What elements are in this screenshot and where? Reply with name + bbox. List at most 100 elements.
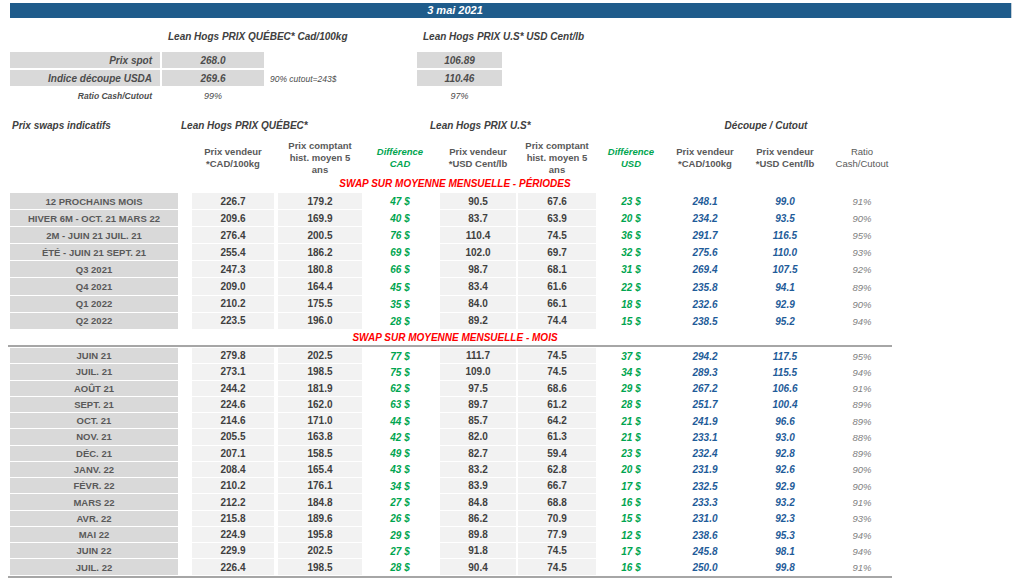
prix-spot-us-value: 106.89 <box>417 52 502 69</box>
row-label: JUIN 21 <box>10 348 178 364</box>
diff-cad-value: 26 $ <box>362 511 438 527</box>
cutout-cad-value: 235.8 <box>666 278 744 295</box>
hist-usd-value: 74.5 <box>518 543 596 559</box>
hist-usd-value: 62.8 <box>518 462 596 478</box>
diff-usd-value: 28 $ <box>596 397 666 413</box>
swap-row: NOV. 21205.5163.842 $82.061.321 $233.193… <box>10 429 900 445</box>
col-header-ratio: Ratio Cash/Cutout <box>824 138 900 178</box>
swap-row: Q3 2021247.3180.866 $98.768.131 $269.410… <box>10 261 900 278</box>
hist-usd-value: 61.3 <box>518 429 596 445</box>
row-label: JUIL. 21 <box>10 364 178 380</box>
ratio-value: 94% <box>824 527 900 543</box>
pv-cad-value: 208.4 <box>192 462 274 478</box>
cutout-group-header: Découpe / Cutout <box>690 120 842 131</box>
ratio-value: 91% <box>824 559 900 575</box>
cutout-usd-value: 93.5 <box>746 210 824 227</box>
hist-usd-value: 61.2 <box>518 397 596 413</box>
report-page: 3 mai 2021 Lean Hogs PRIX QUÉBEC* Cad/10… <box>0 0 1024 580</box>
cutout-usd-value: 92.3 <box>746 511 824 527</box>
row-label: Q3 2021 <box>10 261 178 278</box>
diff-cad-value: 69 $ <box>362 244 438 261</box>
cutout-usd-value: 92.9 <box>746 296 824 313</box>
cutout-cad-value: 245.8 <box>666 543 744 559</box>
row-label: OCT. 21 <box>10 413 178 429</box>
row-label: NOV. 21 <box>10 429 178 445</box>
summary-row-prix-spot: Prix spot 268.0 106.89 <box>0 52 1024 69</box>
pv-cad-value: 210.2 <box>192 478 274 494</box>
hist-usd-value: 70.9 <box>518 511 596 527</box>
pv-cad-value: 226.7 <box>192 193 274 210</box>
swap-row: Q4 2021209.0164.445 $83.461.622 $235.894… <box>10 278 900 295</box>
hist-usd-value: 74.5 <box>518 348 596 364</box>
diff-cad-value: 49 $ <box>362 446 438 462</box>
swaps-title: Prix swaps indicatifs <box>12 120 111 131</box>
mois-top-rule <box>8 345 892 347</box>
hist-cad-value: 176.1 <box>278 478 362 494</box>
ratio-value: 95% <box>824 227 900 244</box>
row-label: 12 PROCHAINS MOIS <box>10 193 178 210</box>
row-label: 2M - JUIN 21 JUIL. 21 <box>10 227 178 244</box>
hist-usd-value: 59.4 <box>518 446 596 462</box>
cutout-cad-value: 233.3 <box>666 494 744 510</box>
pv-usd-value: 86.2 <box>440 511 516 527</box>
table-bottom-rule <box>8 576 892 578</box>
col-header-hist-cad: Prix comptant hist. moyen 5 ans <box>278 138 362 178</box>
row-label: JUIL. 22 <box>10 559 178 575</box>
row-label: Q4 2021 <box>10 278 178 295</box>
hist-cad-value: 165.4 <box>278 462 362 478</box>
swap-row: JUIL. 21273.1198.575 $109.074.534 $289.3… <box>10 364 900 380</box>
diff-usd-value: 20 $ <box>596 210 666 227</box>
pv-cad-value: 279.8 <box>192 348 274 364</box>
diff-cad-value: 35 $ <box>362 296 438 313</box>
diff-usd-value: 21 $ <box>596 429 666 445</box>
row-label: FÉVR. 22 <box>10 478 178 494</box>
indice-decoupe-label: Indice découpe USDA <box>10 70 160 87</box>
cutout-cad-value: 289.3 <box>666 364 744 380</box>
diff-usd-value: 36 $ <box>596 227 666 244</box>
cutout-cad-value: 231.9 <box>666 462 744 478</box>
pv-usd-value: 84.0 <box>440 296 516 313</box>
row-label: SEPT. 21 <box>10 397 178 413</box>
diff-usd-value: 23 $ <box>596 446 666 462</box>
diff-usd-value: 12 $ <box>596 527 666 543</box>
row-label: DÉC. 21 <box>10 446 178 462</box>
summary-us-header: Lean Hogs PRIX U.S* USD Cent/lb <box>423 31 584 42</box>
cutout-cad-value: 232.6 <box>666 296 744 313</box>
ratio-value: 89% <box>824 397 900 413</box>
row-label: JANV. 22 <box>10 462 178 478</box>
cutout-cad-value: 231.0 <box>666 511 744 527</box>
swap-row: JUIN 22229.9202.527 $91.874.517 $245.898… <box>10 543 900 559</box>
ratio-value: 94% <box>824 543 900 559</box>
diff-cad-value: 75 $ <box>362 364 438 380</box>
ratio-value: 94% <box>824 313 900 330</box>
hist-cad-value: 162.0 <box>278 397 362 413</box>
hist-usd-value: 68.6 <box>518 381 596 397</box>
hist-cad-value: 200.5 <box>278 227 362 244</box>
swaps-us-group-header: Lean Hogs PRIX U.S* <box>430 120 531 131</box>
hist-cad-value: 202.5 <box>278 543 362 559</box>
hist-cad-value: 158.5 <box>278 446 362 462</box>
swap-row: OCT. 21214.6171.044 $85.764.221 $241.996… <box>10 413 900 429</box>
swap-row: DÉC. 21207.1158.549 $82.759.423 $232.492… <box>10 446 900 462</box>
hist-usd-value: 67.6 <box>518 193 596 210</box>
swaps-qc-group-header: Lean Hogs PRIX QUÉBEC* <box>181 120 308 131</box>
hist-cad-value: 175.5 <box>278 296 362 313</box>
row-label: ÉTÉ - JUIN 21 SEPT. 21 <box>10 244 178 261</box>
row-label: HIVER 6M - OCT. 21 MARS 22 <box>10 210 178 227</box>
prix-spot-qc-value: 268.0 <box>162 52 264 69</box>
ratio-value: 89% <box>824 278 900 295</box>
pv-cad-value: 276.4 <box>192 227 274 244</box>
diff-usd-value: 17 $ <box>596 543 666 559</box>
ratio-cash-cutout-label: Ratio Cash/Cutout <box>10 88 160 104</box>
pv-cad-value: 247.3 <box>192 261 274 278</box>
cutout-cad-value: 232.5 <box>666 478 744 494</box>
hist-usd-value: 66.1 <box>518 296 596 313</box>
hist-cad-value: 163.8 <box>278 429 362 445</box>
cutout-usd-value: 92.9 <box>746 478 824 494</box>
pv-cad-value: 224.9 <box>192 527 274 543</box>
diff-cad-value: 76 $ <box>362 227 438 244</box>
diff-usd-value: 16 $ <box>596 559 666 575</box>
cutout-usd-value: 99.0 <box>746 193 824 210</box>
swaps-column-headers: Prix vendeur *CAD/100kg Prix comptant hi… <box>10 138 900 178</box>
swap-row: AVR. 22215.8189.626 $86.270.915 $231.092… <box>10 511 900 527</box>
